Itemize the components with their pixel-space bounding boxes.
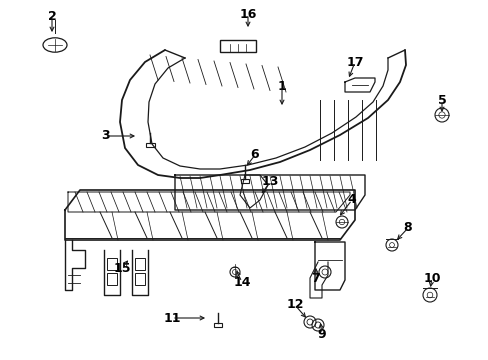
Text: 17: 17 bbox=[346, 55, 363, 68]
Text: 16: 16 bbox=[239, 8, 256, 21]
Text: 9: 9 bbox=[317, 328, 325, 341]
Text: 2: 2 bbox=[47, 9, 56, 22]
Bar bbox=[241, 179, 248, 183]
Text: 6: 6 bbox=[250, 148, 259, 162]
Text: 15: 15 bbox=[113, 261, 130, 274]
Bar bbox=[135, 258, 145, 270]
Bar bbox=[214, 323, 222, 327]
Text: 13: 13 bbox=[261, 175, 278, 189]
Text: 12: 12 bbox=[285, 298, 303, 311]
Bar bbox=[146, 143, 155, 147]
Text: 3: 3 bbox=[101, 130, 109, 143]
Text: 8: 8 bbox=[403, 221, 411, 234]
Bar bbox=[135, 273, 145, 285]
Bar bbox=[220, 40, 256, 52]
Text: 7: 7 bbox=[311, 271, 320, 284]
Text: 14: 14 bbox=[233, 275, 250, 288]
Text: 10: 10 bbox=[423, 271, 440, 284]
Text: 5: 5 bbox=[437, 94, 446, 107]
Text: 4: 4 bbox=[347, 193, 356, 207]
Bar bbox=[107, 258, 117, 270]
Text: 1: 1 bbox=[277, 80, 286, 93]
Bar bbox=[107, 273, 117, 285]
Text: 11: 11 bbox=[163, 311, 181, 324]
